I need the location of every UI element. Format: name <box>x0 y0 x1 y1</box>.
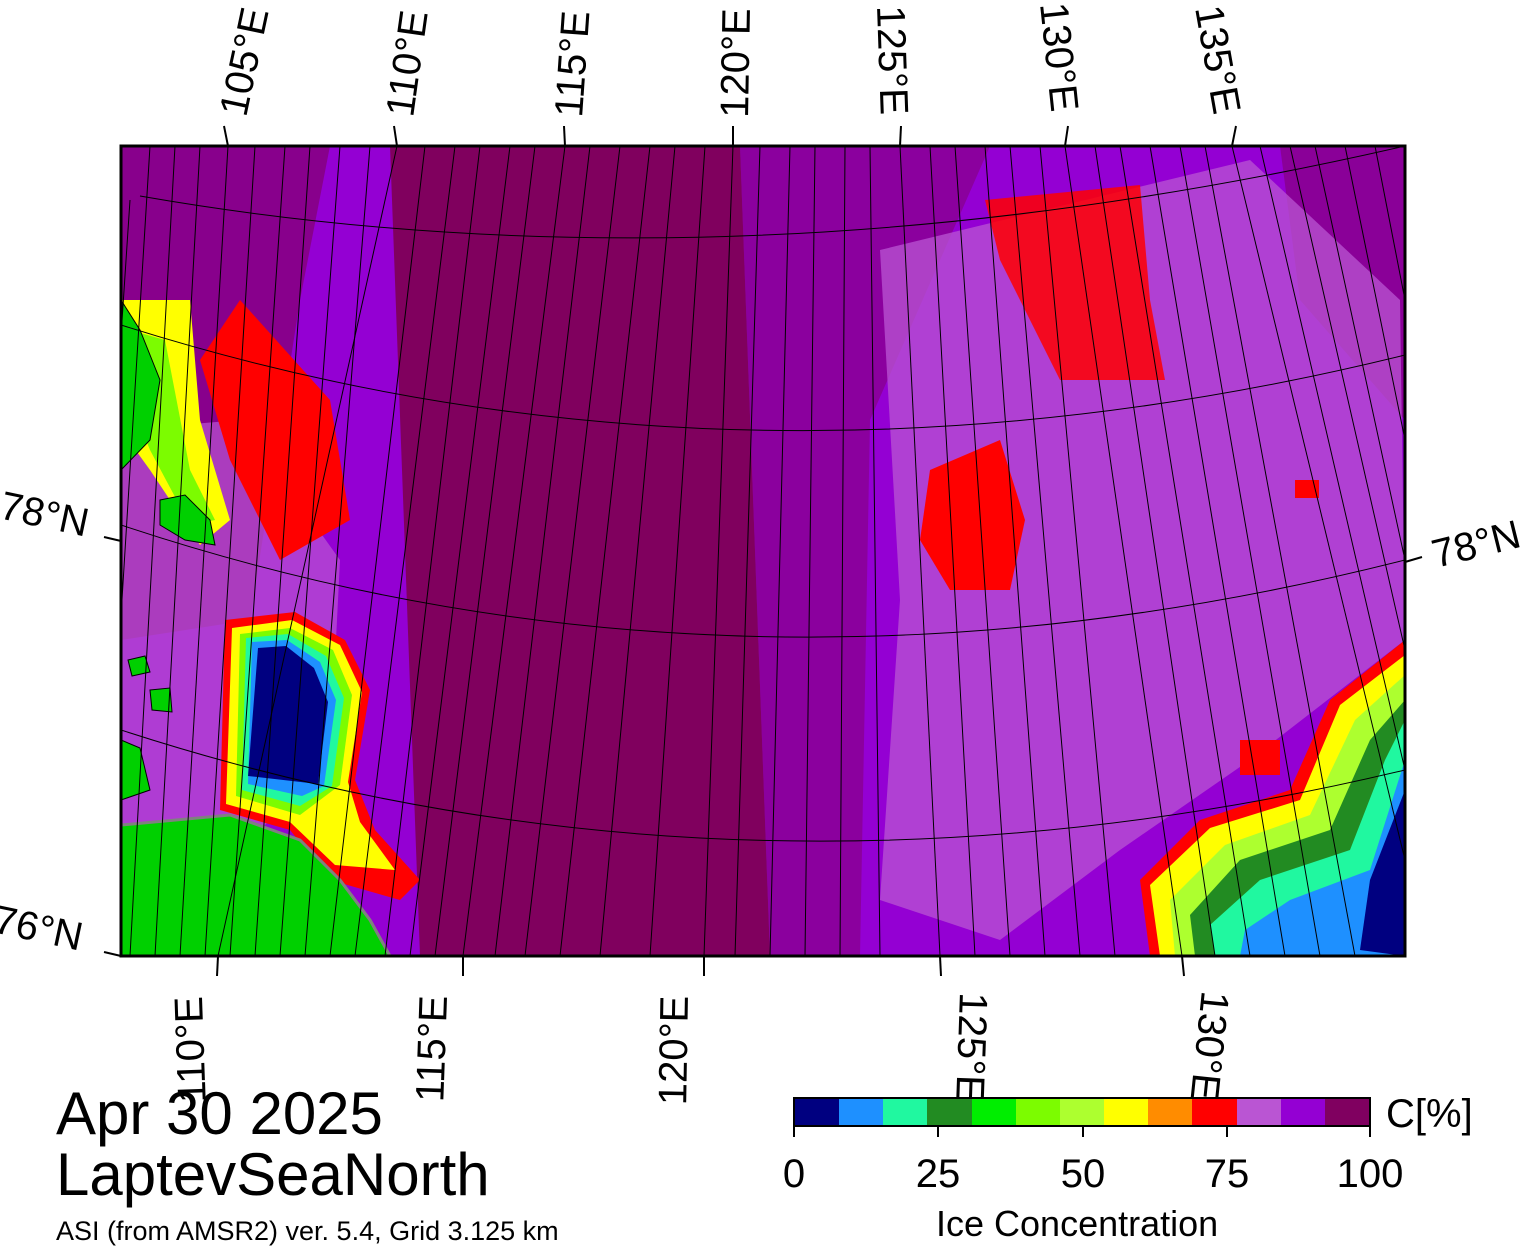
region-title: LaptevSeaNorth <box>56 1141 490 1208</box>
colorbar-segment <box>971 1099 1016 1125</box>
colorbar-tick <box>793 1127 795 1137</box>
top-lon-label: 125°E <box>868 5 916 116</box>
land-island-3 <box>149 687 173 713</box>
parallel-77 <box>121 729 1405 842</box>
se-blue-band <box>1240 760 1405 956</box>
colorbar-segment <box>927 1099 972 1125</box>
parallel-79 <box>121 324 1405 432</box>
colorbar-segment <box>1324 1099 1370 1125</box>
map-frame <box>119 144 1407 958</box>
bottom-lon-label: 110°E <box>167 996 215 1104</box>
meridian-115 <box>462 146 566 956</box>
colorbar-tick-label: 25 <box>915 1152 961 1196</box>
polynya-open-water <box>248 646 328 784</box>
top-longitude-labels: 105°E 110°E 115°E 120°E 125°E 130°E 135°… <box>212 0 1249 120</box>
bottom-lon-label: 120°E <box>651 995 697 1105</box>
top-lon-label: 105°E <box>212 4 278 120</box>
date-title: Apr 30 2025 <box>56 1080 383 1147</box>
colorbar-segment <box>1104 1099 1149 1125</box>
map-field <box>121 146 1405 956</box>
se-open-water <box>1360 790 1405 956</box>
colorbar-segment <box>1236 1099 1281 1125</box>
colorbar-segment <box>1192 1099 1237 1125</box>
meridian-130 <box>1064 146 1183 956</box>
colorbar-segment <box>839 1099 884 1125</box>
lat-ticks <box>103 536 1423 957</box>
colorbar-segment <box>883 1099 928 1125</box>
colorbar-tick-label: 0 <box>782 1152 806 1196</box>
colorbar-tick <box>1369 1127 1371 1137</box>
colorbar-segment <box>1015 1099 1060 1125</box>
colorbar-unit: C[%] <box>1386 1092 1473 1136</box>
ice-high-zone-east <box>880 160 1405 940</box>
data-source-note: ASI (from AMSR2) ver. 5.4, Grid 3.125 km <box>56 1216 559 1246</box>
top-lon-label: 130°E <box>1031 0 1086 113</box>
bottom-lon-label: 125°E <box>947 992 995 1103</box>
land-taymyr <box>121 813 392 956</box>
colorbar-title: Ice Concentration <box>936 1203 1219 1244</box>
colorbar-tick <box>937 1127 939 1137</box>
red-patch-small-2 <box>1240 740 1280 775</box>
land-island-1 <box>159 494 216 546</box>
red-patch-north <box>985 185 1165 380</box>
top-lon-label: 120°E <box>713 8 759 118</box>
meridian-110 <box>217 146 398 956</box>
colorbar-tick-label: 75 <box>1204 1152 1250 1196</box>
red-patch-center <box>920 440 1025 590</box>
top-ticks <box>223 125 1237 147</box>
bottom-longitude-labels: 110°E 115°E 120°E 125°E 130°E <box>167 989 1237 1106</box>
colorbar-tick <box>1082 1127 1084 1137</box>
graticule <box>121 146 1405 956</box>
colorbar <box>793 1097 1371 1127</box>
colorbar-tick-label: 50 <box>1060 1152 1106 1196</box>
parallel-80 <box>139 146 1405 239</box>
colorbar-segment <box>1059 1099 1105 1125</box>
land-island-2 <box>127 655 151 677</box>
bottom-ticks <box>216 955 1185 977</box>
bottom-lon-label: 130°E <box>1182 989 1237 1102</box>
bottom-lon-label: 115°E <box>408 995 456 1103</box>
colorbar-segment <box>1280 1099 1325 1125</box>
colorbar-tick <box>1226 1127 1228 1137</box>
ice-full-band-center <box>390 146 770 956</box>
red-patch-small <box>1295 480 1319 498</box>
left-lat-label: 78°N <box>0 484 93 546</box>
parallel-78 <box>121 524 1405 638</box>
right-lat-label: 78°N <box>1428 512 1525 576</box>
colorbar-segment <box>795 1099 840 1125</box>
meridian-minor <box>121 146 1405 956</box>
top-lon-label: 135°E <box>1186 2 1248 117</box>
land-northwest <box>121 299 161 471</box>
red-patch-west <box>200 300 350 560</box>
meridian-120 <box>703 146 734 956</box>
top-lon-label: 110°E <box>378 8 436 120</box>
top-lon-label: 115°E <box>547 9 598 118</box>
land-island-4 <box>121 739 151 801</box>
colorbar-segment <box>1148 1099 1193 1125</box>
meridian-135 <box>1231 146 1405 861</box>
colorbar-tick-label: 100 <box>1336 1152 1404 1196</box>
meridian-125 <box>899 146 941 956</box>
left-lat-label: 76°N <box>0 898 87 960</box>
ice-full-band-mid <box>740 146 990 956</box>
